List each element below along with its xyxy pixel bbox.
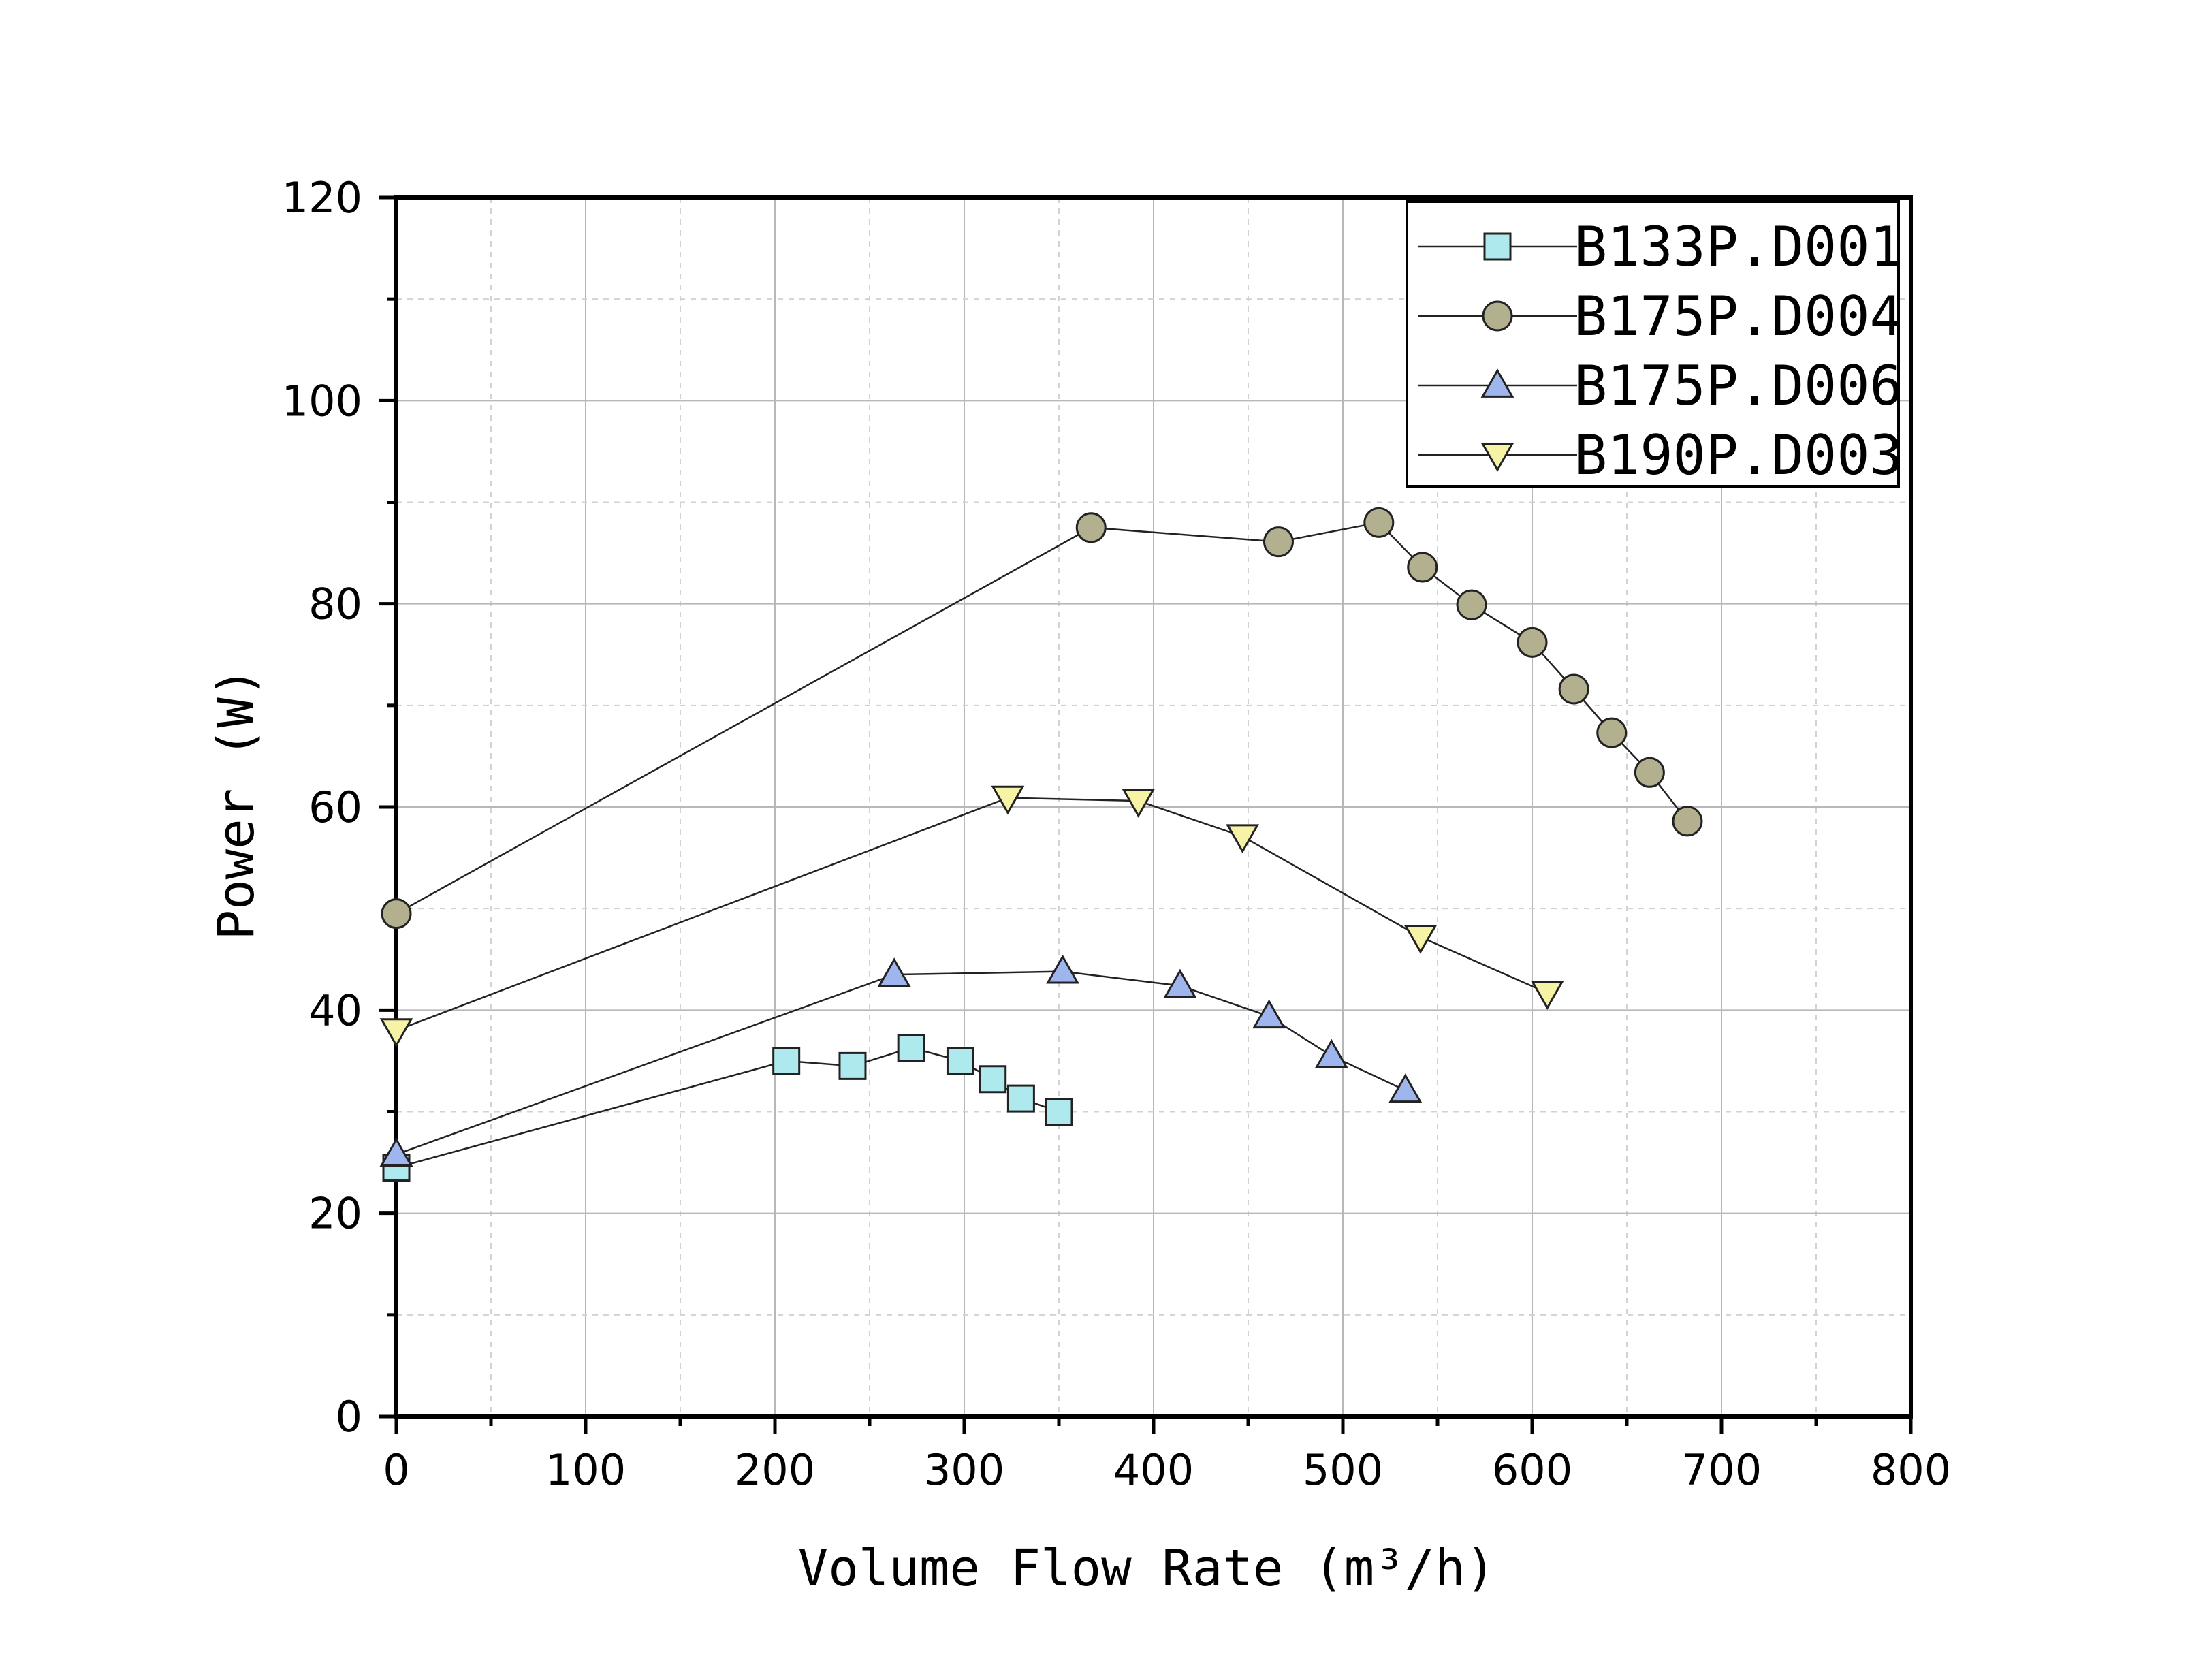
- x-tick-label: 100: [545, 1445, 626, 1495]
- legend-marker: [1480, 368, 1514, 398]
- x-tick-label: 500: [1303, 1445, 1383, 1495]
- data-point: [379, 1137, 413, 1167]
- tick-labels: 0 100 200 300 400 500 600 700 800 0 20 40 60 80 100 120: [282, 173, 1952, 1495]
- data-point: [1388, 1073, 1423, 1103]
- series-B175P.D006: [379, 954, 1423, 1167]
- legend-label: B175P.D006: [1574, 354, 1903, 417]
- x-tick-label: 800: [1871, 1445, 1951, 1495]
- series-line: [396, 521, 1688, 915]
- y-tick-label: 120: [282, 173, 362, 223]
- data-point: [877, 957, 911, 987]
- data-point: [1226, 824, 1260, 854]
- data-point: [379, 1018, 413, 1048]
- data-point: [1403, 925, 1438, 954]
- legend-marker: [1480, 443, 1514, 472]
- data-point: [1456, 589, 1487, 620]
- x-tick-label: 0: [383, 1445, 409, 1495]
- series-line: [396, 797, 1548, 1032]
- x-axis-title: Volume Flow Rate (m³/h): [798, 1539, 1496, 1598]
- legend-marker: [1482, 300, 1513, 332]
- data-point: [1252, 999, 1286, 1029]
- legend-label: B175P.D004: [1574, 285, 1903, 348]
- data-point: [1558, 673, 1589, 705]
- legend-label: B133P.D001: [1574, 215, 1903, 279]
- grid-lines: [396, 197, 1911, 1416]
- data-point: [381, 898, 412, 930]
- data-point: [1407, 552, 1438, 583]
- data-point: [991, 785, 1025, 815]
- y-tick-label: 0: [336, 1392, 362, 1442]
- legend-entry: B175P.D004: [1418, 285, 1903, 348]
- data-point: [1006, 1084, 1035, 1113]
- data-point: [1046, 954, 1079, 984]
- data-point: [1263, 526, 1294, 558]
- data-point: [1634, 757, 1665, 788]
- x-tick-label: 600: [1492, 1445, 1572, 1495]
- data-point: [1163, 968, 1197, 998]
- data-point: [1530, 981, 1564, 1010]
- x-tick-label: 200: [735, 1445, 815, 1495]
- data-point: [1672, 806, 1703, 837]
- legend-entry: B190P.D003: [1418, 424, 1903, 487]
- series-B190P.D003: [379, 785, 1564, 1048]
- legend-entry: B175P.D006: [1418, 354, 1903, 417]
- x-tick-label: 700: [1681, 1445, 1762, 1495]
- data-point: [1314, 1039, 1348, 1068]
- data-point: [1045, 1098, 1073, 1126]
- y-tick-label: 80: [308, 580, 362, 629]
- legend-marker: [1483, 232, 1512, 261]
- data-point: [772, 1047, 801, 1075]
- legend-entry: B133P.D001: [1418, 215, 1903, 279]
- data-point: [897, 1034, 925, 1062]
- data-point: [1075, 512, 1107, 543]
- series-B133P.D001: [382, 1034, 1073, 1182]
- y-tick-label: 100: [282, 376, 362, 426]
- y-tick-label: 20: [308, 1189, 362, 1239]
- axes: [379, 195, 1913, 1434]
- data-point: [1363, 507, 1395, 538]
- y-tick-label: 40: [308, 985, 362, 1035]
- y-axis-title: Power (W): [207, 667, 266, 940]
- x-tick-label: 300: [924, 1445, 1004, 1495]
- y-tick-label: 60: [308, 782, 362, 832]
- data-point: [946, 1047, 974, 1075]
- data-point: [1596, 717, 1628, 748]
- legend-label: B190P.D003: [1574, 424, 1903, 487]
- data-series: [379, 507, 1703, 1182]
- series-B175P.D004: [381, 507, 1703, 930]
- data-point: [838, 1051, 867, 1080]
- data-point: [1122, 789, 1156, 818]
- data-point: [1517, 627, 1548, 658]
- data-point: [979, 1065, 1007, 1094]
- x-tick-label: 400: [1113, 1445, 1194, 1495]
